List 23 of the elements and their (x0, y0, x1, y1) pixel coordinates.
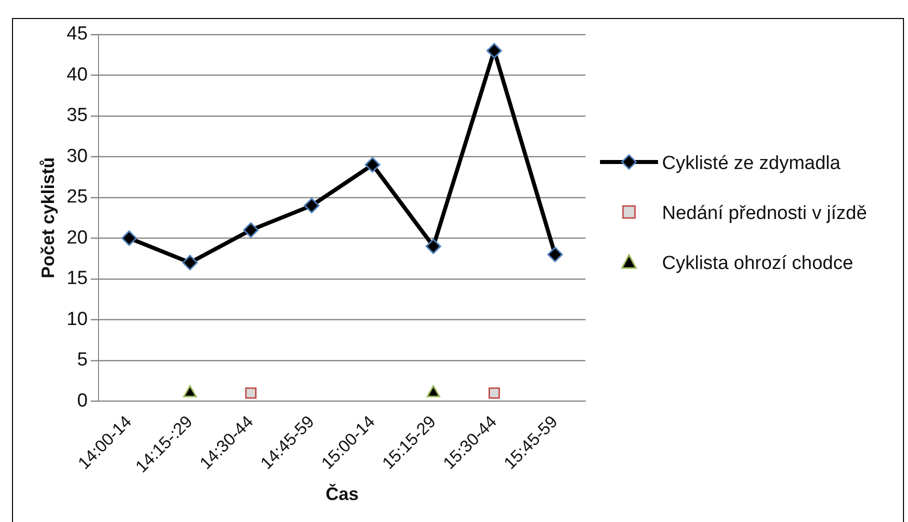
y-axis-title: Počet cyklistů (38, 157, 58, 278)
y-tick-label: 25 (66, 186, 88, 208)
point (243, 222, 259, 238)
point (364, 157, 380, 173)
y-tick-label: 0 (77, 390, 88, 412)
y-tick-label: 15 (66, 268, 88, 290)
y-tick-label: 45 (66, 24, 88, 45)
point (547, 246, 563, 262)
legend-label: Cyklisté ze zdymadla (662, 152, 840, 176)
legend-label: Nedání přednosti v jízdě (662, 202, 867, 226)
x-axis-title: Čas (326, 483, 359, 504)
y-tick-label: 5 (77, 350, 88, 371)
y-tick-label: 10 (66, 308, 88, 330)
legend-label: Cyklista ohrozí chodce (662, 252, 854, 276)
point (426, 238, 442, 254)
point (304, 198, 320, 214)
y-tick-label: 30 (66, 146, 88, 167)
y-tick-label: 20 (66, 227, 88, 248)
point (121, 230, 137, 246)
y-tick-label: 35 (66, 105, 88, 126)
point (486, 42, 502, 58)
point (182, 254, 198, 270)
y-tick-label: 40 (66, 64, 88, 86)
